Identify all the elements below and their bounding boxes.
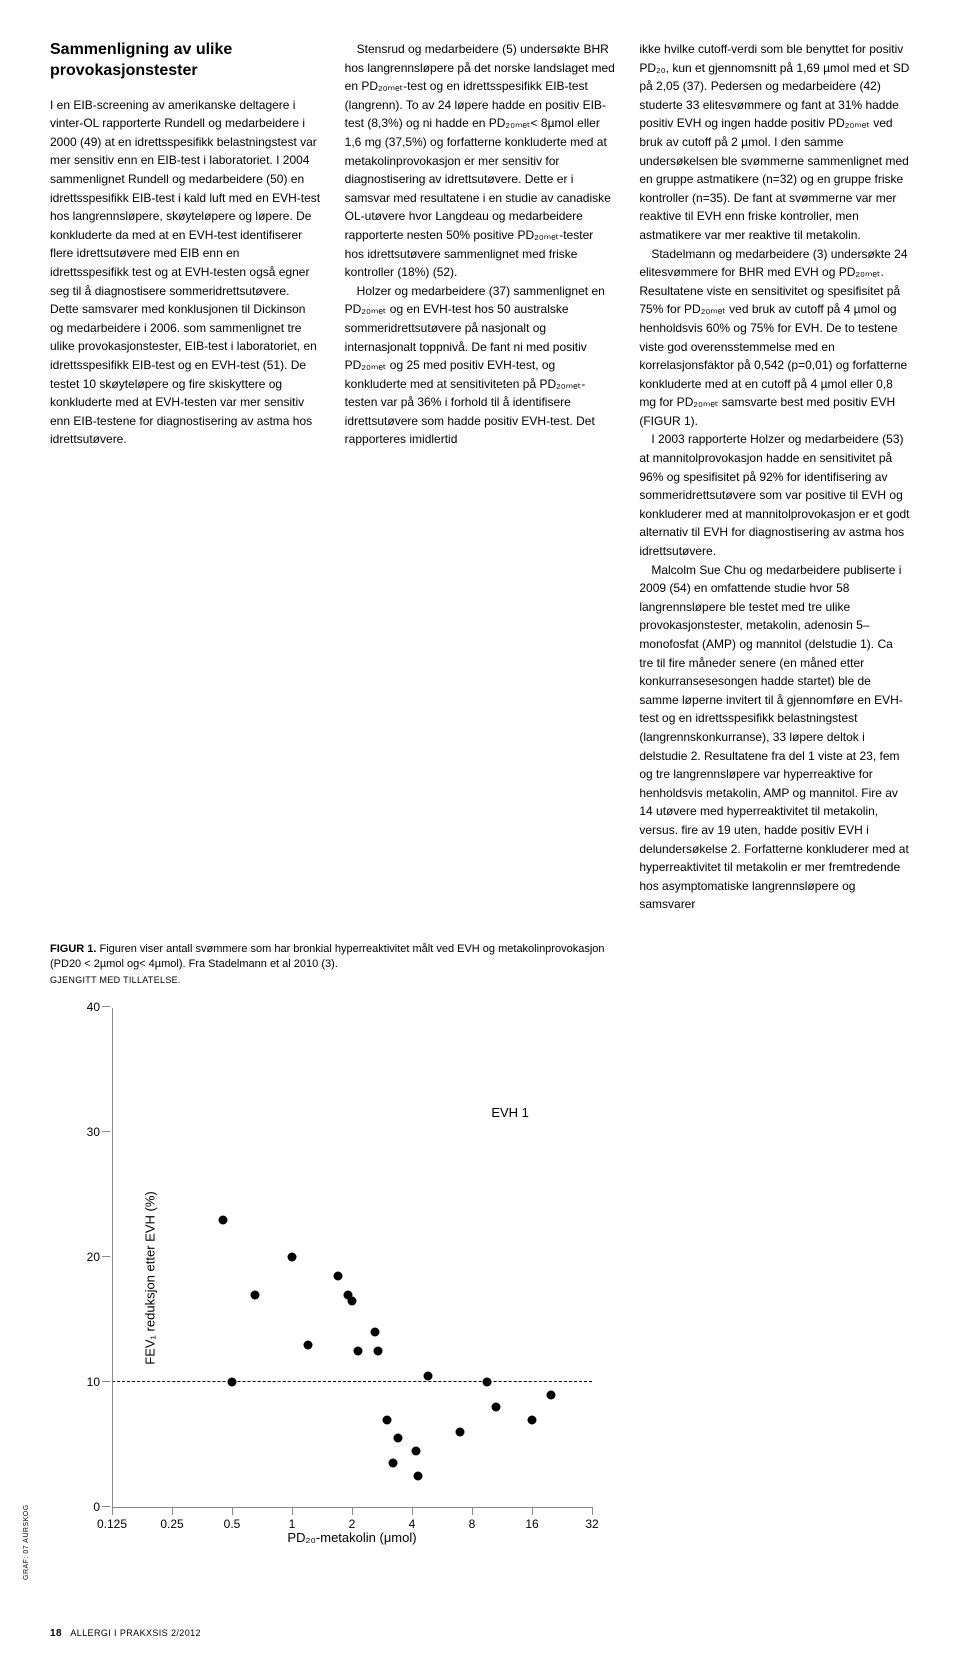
threshold-line — [112, 1381, 592, 1382]
col3-paragraph-4: Malcolm Sue Chu og medarbeidere publiser… — [639, 561, 910, 914]
data-point — [528, 1415, 537, 1424]
x-tick-label: 0.25 — [160, 1517, 183, 1531]
page-number: 18 — [50, 1628, 62, 1639]
data-point — [288, 1253, 297, 1262]
x-tick — [292, 1507, 293, 1515]
column-1: Sammenligning av ulike provokasjonsteste… — [50, 40, 321, 914]
chart-wrap: PD₂₀-metakolin (μmol) 0 10 20 30 40 0.125 0.25… — [50, 998, 605, 1558]
y-axis-label: FEV₁ reduksjon etter EVH (%) — [143, 1178, 158, 1378]
col3-paragraph-2: Stadelmann og medarbeidere (3) undersøkt… — [639, 245, 910, 431]
data-point — [228, 1378, 237, 1387]
x-tick — [412, 1507, 413, 1515]
data-point — [250, 1290, 259, 1299]
data-point — [491, 1403, 500, 1412]
col2-paragraph-1: Stensrud og medarbeidere (5) undersøkte … — [345, 40, 616, 282]
data-point — [370, 1328, 379, 1337]
y-tick — [102, 1256, 110, 1257]
x-tick-label: 16 — [525, 1517, 538, 1531]
data-point — [414, 1471, 423, 1480]
x-tick-label: 32 — [585, 1517, 598, 1531]
y-axis-line — [112, 1008, 113, 1507]
figure-caption-lead: FIGUR 1. — [50, 943, 96, 955]
figure-caption-permission: GJENGITT MED TILLATELSE. — [50, 975, 181, 985]
x-tick — [112, 1507, 113, 1515]
x-tick — [472, 1507, 473, 1515]
column-3: ikke hvilke cutoff-verdi som ble benytte… — [639, 40, 910, 914]
plot-area: PD₂₀-metakolin (μmol) 0102030400.1250.25… — [112, 1008, 592, 1508]
figure-caption: FIGUR 1. Figuren viser antall svømmere s… — [50, 942, 620, 988]
y-tick — [102, 1381, 110, 1382]
data-point — [333, 1271, 342, 1280]
y-tick — [102, 1006, 110, 1007]
data-point — [388, 1459, 397, 1468]
x-tick — [352, 1507, 353, 1515]
x-tick — [172, 1507, 173, 1515]
col2-paragraph-2: Holzer og medarbeidere (37) sammenlignet… — [345, 282, 616, 449]
x-tick — [532, 1507, 533, 1515]
x-tick — [592, 1507, 593, 1515]
col3-paragraph-3: I 2003 rapporterte Holzer og medarbeider… — [639, 430, 910, 560]
text-columns: Sammenligning av ulike provokasjonsteste… — [50, 40, 910, 914]
x-tick-label: 2 — [349, 1517, 356, 1531]
column-2: Stensrud og medarbeidere (5) undersøkte … — [345, 40, 616, 914]
data-point — [482, 1378, 491, 1387]
scatter-chart: PD₂₀-metakolin (μmol) 0 10 20 30 40 0.125 0.25… — [50, 998, 605, 1558]
y-tick-label: 0 — [72, 1500, 100, 1514]
col3-paragraph-1: ikke hvilke cutoff-verdi som ble benytte… — [639, 40, 910, 245]
figure-caption-text: Figuren viser antall svømmere som har br… — [50, 943, 605, 970]
data-point — [423, 1371, 432, 1380]
page-footer: 18 ALLERGI I PRAKXSIS 2/2012 — [50, 1628, 910, 1639]
data-point — [348, 1296, 357, 1305]
x-axis-label: PD₂₀-metakolin (μmol) — [287, 1530, 416, 1545]
x-tick-label: 4 — [409, 1517, 416, 1531]
data-point — [218, 1215, 227, 1224]
data-point — [393, 1434, 402, 1443]
y-tick-label: 30 — [72, 1125, 100, 1139]
col1-paragraph: I en EIB-screening av amerikanske deltag… — [50, 96, 321, 449]
x-tick-label: 0.5 — [224, 1517, 241, 1531]
x-tick-label: 0.125 — [97, 1517, 127, 1531]
y-tick-label: 40 — [72, 1000, 100, 1014]
y-tick-label: 10 — [72, 1375, 100, 1389]
data-point — [303, 1340, 312, 1349]
graphic-credit: GRAF: 07 AURSKOG — [23, 1504, 30, 1580]
y-tick — [102, 1506, 110, 1507]
y-tick-label: 20 — [72, 1250, 100, 1264]
x-tick — [232, 1507, 233, 1515]
data-point — [373, 1346, 382, 1355]
data-point — [456, 1428, 465, 1437]
data-point — [354, 1346, 363, 1355]
section-heading: Sammenligning av ulike provokasjonsteste… — [50, 40, 321, 82]
footer-text: ALLERGI I PRAKXSIS 2/2012 — [70, 1628, 201, 1638]
chart-annotation: EVH 1 — [491, 1105, 529, 1120]
x-tick-label: 1 — [289, 1517, 296, 1531]
data-point — [383, 1415, 392, 1424]
x-tick-label: 8 — [469, 1517, 476, 1531]
data-point — [547, 1390, 556, 1399]
y-tick — [102, 1131, 110, 1132]
